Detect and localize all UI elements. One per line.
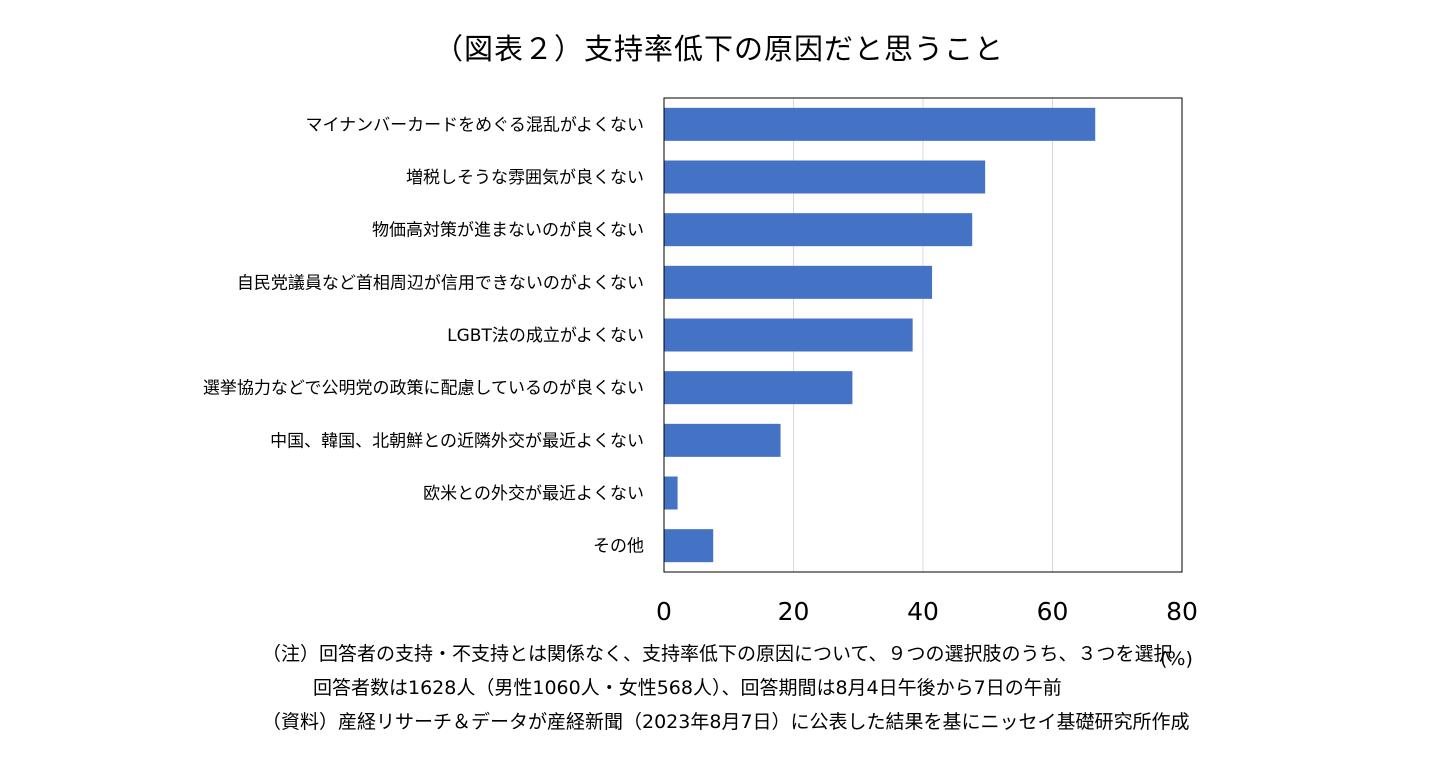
bar [664,265,933,299]
x-tick-label: 60 [1037,597,1069,626]
category-label: マイナンバーカードをめぐる混乱がよくない [306,115,644,135]
note-line-1: （注）回答者の支持・不支持とは関係なく、支持率低下の原因について、９つの選択肢の… [262,643,1173,665]
chart-title: （図表２）支持率低下の原因だと思うこと [433,32,1004,66]
bar [664,371,853,405]
bar [664,423,781,457]
bar [664,107,1096,141]
x-tick-label: 0 [656,597,672,626]
x-tick-label: 40 [907,597,939,626]
category-label: 選挙協力などで公明党の政策に配慮しているのが良くない [203,379,644,399]
category-label: 自民党議員など首相周辺が信用できないのがよくない [237,273,644,293]
category-label: 物価高対策が進まないのが良くない [372,221,644,241]
note-line-3: （資料）産経リサーチ＆データが産経新聞（2023年8月7日）に公表した結果を基に… [262,711,1190,733]
category-label: LGBT法の成立がよくない [447,326,644,346]
plot-frame [663,97,1183,573]
bar [664,213,973,247]
bars [664,107,1096,563]
bar [664,529,714,563]
note-line-2: 回答者数は1628人（男性1060人・女性568人）、回答期間は8月4日午後から… [313,677,1062,699]
x-tick-labels: 0 20 40 60 80 [656,597,1198,626]
category-labels: マイナンバーカードをめぐる混乱がよくない増税しそうな雰囲気が良くない物価高対策が… [203,115,644,556]
bar [664,318,913,352]
category-label: 増税しそうな雰囲気が良くない [406,168,644,188]
category-label: 欧米との外交が最近よくない [423,484,644,504]
category-label: その他 [593,537,644,557]
bar [664,476,678,510]
bar [664,160,986,194]
x-tick-label: 20 [778,597,810,626]
x-axis-unit: (%) [1160,648,1193,670]
x-tick-label: 80 [1166,597,1198,626]
category-label: 中国、韓国、北朝鮮との近隣外交が最近よくない [270,431,644,451]
